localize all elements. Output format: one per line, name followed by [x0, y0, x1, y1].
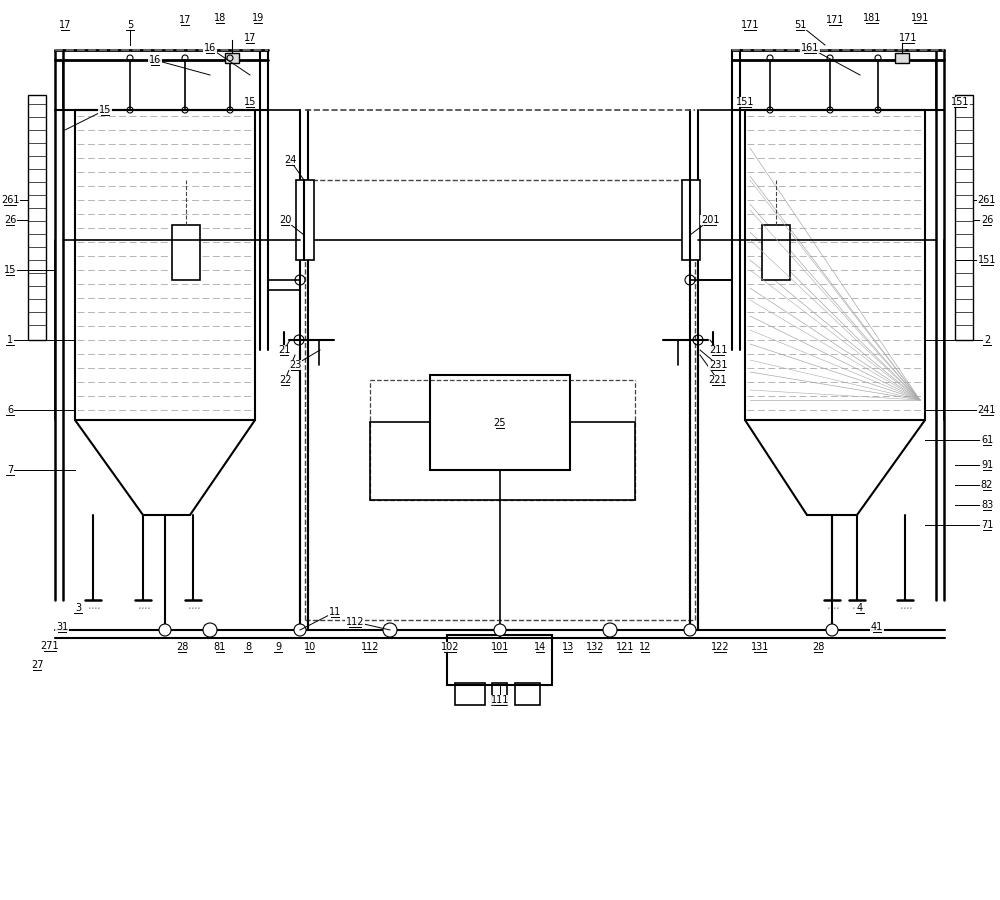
Text: 2: 2 — [984, 335, 990, 345]
Text: 51: 51 — [794, 20, 806, 30]
Text: 5: 5 — [127, 20, 133, 30]
Text: 111: 111 — [491, 695, 509, 705]
Text: 181: 181 — [863, 13, 881, 23]
Text: 28: 28 — [812, 642, 824, 652]
Text: 22: 22 — [279, 375, 291, 385]
Text: 19: 19 — [252, 13, 264, 23]
Text: 14: 14 — [534, 642, 546, 652]
Bar — [455, 683, 485, 705]
Text: 8: 8 — [245, 642, 251, 652]
Text: 16: 16 — [149, 55, 161, 65]
Text: 31: 31 — [56, 622, 68, 632]
Text: 151: 151 — [951, 97, 969, 107]
Text: 271: 271 — [41, 641, 59, 651]
Text: 3: 3 — [75, 603, 81, 613]
Text: 112: 112 — [346, 617, 364, 627]
Bar — [515, 683, 540, 705]
Text: 221: 221 — [709, 375, 727, 385]
Text: 82: 82 — [981, 480, 993, 490]
Text: 161: 161 — [801, 43, 819, 53]
Text: 71: 71 — [981, 520, 993, 530]
Text: 261: 261 — [978, 195, 996, 205]
Text: 17: 17 — [179, 15, 191, 25]
Text: 20: 20 — [279, 215, 291, 225]
Bar — [895, 53, 909, 63]
Bar — [955, 95, 973, 340]
Bar — [172, 225, 200, 280]
Bar — [682, 180, 700, 260]
Bar — [296, 180, 314, 260]
Text: 17: 17 — [59, 20, 71, 30]
Text: 91: 91 — [981, 460, 993, 470]
Text: 102: 102 — [441, 642, 459, 652]
Text: 11: 11 — [329, 607, 341, 617]
Circle shape — [684, 624, 696, 636]
Bar — [430, 375, 570, 470]
Text: 151: 151 — [736, 97, 754, 107]
Text: 16: 16 — [204, 43, 216, 53]
Text: 132: 132 — [586, 642, 604, 652]
Bar — [762, 225, 790, 280]
Text: 241: 241 — [978, 405, 996, 415]
Text: 24: 24 — [284, 155, 296, 165]
Text: 112: 112 — [361, 642, 379, 652]
Text: 151: 151 — [978, 255, 996, 265]
Bar — [28, 95, 46, 340]
Bar — [447, 635, 552, 685]
Text: 10: 10 — [304, 642, 316, 652]
Text: 171: 171 — [741, 20, 759, 30]
Text: 121: 121 — [616, 642, 634, 652]
Circle shape — [383, 623, 397, 637]
Text: 1: 1 — [7, 335, 13, 345]
Circle shape — [494, 624, 506, 636]
Text: 15: 15 — [99, 105, 111, 115]
Text: 191: 191 — [911, 13, 929, 23]
Text: 25: 25 — [494, 418, 506, 428]
Text: 122: 122 — [711, 642, 729, 652]
Text: 83: 83 — [981, 500, 993, 510]
Text: 4: 4 — [857, 603, 863, 613]
Bar — [75, 110, 255, 420]
Circle shape — [603, 623, 617, 637]
Text: 18: 18 — [214, 13, 226, 23]
Text: 261: 261 — [1, 195, 19, 205]
Bar — [745, 110, 925, 420]
Text: 201: 201 — [701, 215, 719, 225]
Bar — [225, 53, 239, 63]
Text: 81: 81 — [214, 642, 226, 652]
Text: 28: 28 — [176, 642, 188, 652]
Circle shape — [159, 624, 171, 636]
Text: 13: 13 — [562, 642, 574, 652]
Text: 131: 131 — [751, 642, 769, 652]
Text: 26: 26 — [4, 215, 16, 225]
Text: 21: 21 — [278, 345, 290, 355]
Text: 101: 101 — [491, 642, 509, 652]
Text: 7: 7 — [7, 465, 13, 475]
Text: 9: 9 — [275, 642, 281, 652]
Text: 15: 15 — [244, 97, 256, 107]
Text: 171: 171 — [826, 15, 844, 25]
Text: 26: 26 — [981, 215, 993, 225]
Circle shape — [294, 624, 306, 636]
Text: 171: 171 — [899, 33, 917, 43]
Text: 15: 15 — [4, 265, 16, 275]
Text: 211: 211 — [709, 345, 727, 355]
Text: 17: 17 — [244, 33, 256, 43]
Text: 23: 23 — [289, 360, 301, 370]
Circle shape — [826, 624, 838, 636]
Text: 231: 231 — [709, 360, 727, 370]
Bar — [492, 683, 507, 705]
Text: 12: 12 — [639, 642, 651, 652]
Text: 41: 41 — [871, 622, 883, 632]
Circle shape — [203, 623, 217, 637]
Text: 6: 6 — [7, 405, 13, 415]
Text: 61: 61 — [981, 435, 993, 445]
Text: 27: 27 — [31, 660, 43, 670]
